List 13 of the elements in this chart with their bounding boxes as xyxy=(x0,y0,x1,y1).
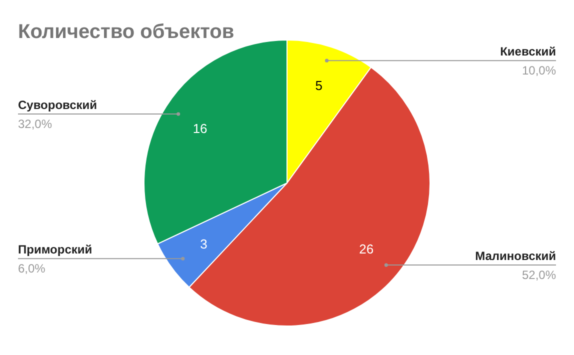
text: 3 xyxy=(200,236,208,252)
chart-title: Количество объектов xyxy=(18,21,234,43)
text: 16 xyxy=(192,120,208,136)
data-label: 10,0% xyxy=(522,64,556,78)
text: 26 xyxy=(359,242,374,257)
data-label: 52,0% xyxy=(522,268,556,282)
data-label: 32,0% xyxy=(18,117,52,132)
slice-label: Приморский xyxy=(18,242,92,257)
slice-label: Киевский xyxy=(500,44,556,59)
slice-label: Суворовский xyxy=(18,98,98,112)
text: 5 xyxy=(315,78,322,94)
slice-label: Малиновский xyxy=(475,249,556,264)
data-label: 6,0% xyxy=(18,262,46,276)
